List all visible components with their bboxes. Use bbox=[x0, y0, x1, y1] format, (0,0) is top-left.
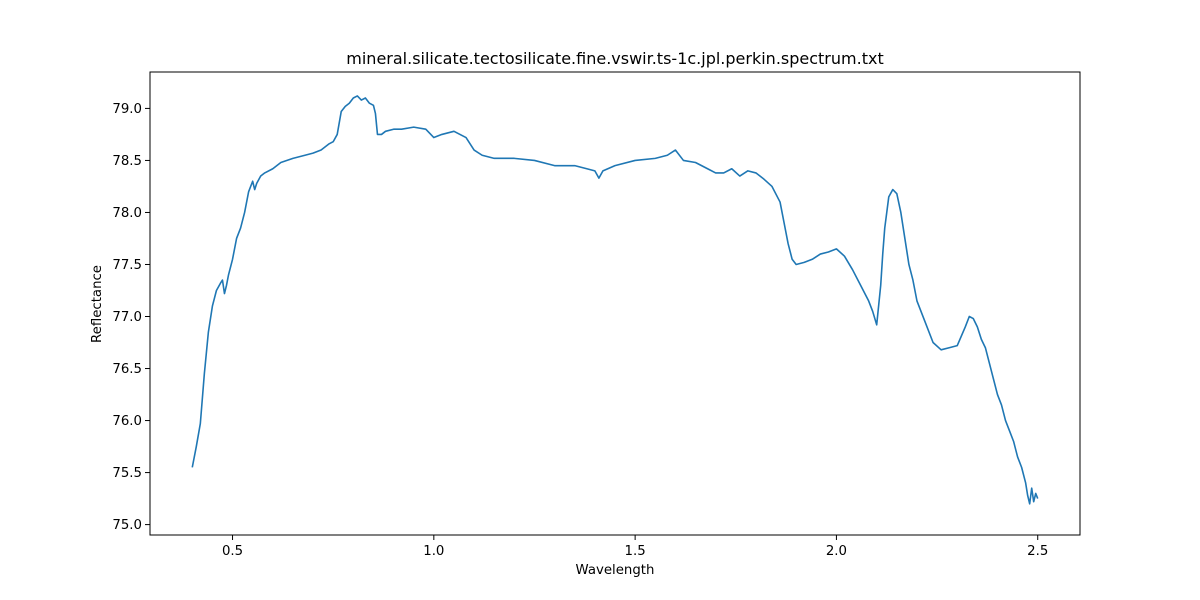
y-tick-label: 79.0 bbox=[112, 102, 142, 117]
y-tick-label: 78.0 bbox=[112, 206, 142, 221]
y-tick-label: 76.5 bbox=[112, 362, 142, 377]
x-tick-label: 1.5 bbox=[625, 544, 646, 559]
y-tick-label: 75.5 bbox=[112, 466, 142, 481]
series-line bbox=[191, 95, 1039, 505]
x-tick-label: 2.0 bbox=[826, 544, 847, 559]
x-tick-label: 1.0 bbox=[423, 544, 444, 559]
chart-title: mineral.silicate.tectosilicate.fine.vswi… bbox=[346, 49, 883, 68]
x-tick-label: 2.5 bbox=[1027, 544, 1048, 559]
y-tick-label: 76.0 bbox=[112, 414, 142, 429]
y-axis-label: Reflectance bbox=[90, 265, 105, 343]
y-tick-label: 77.0 bbox=[112, 310, 142, 325]
x-axis-ticks: 0.5 1.0 1.5 2.0 2.5 bbox=[222, 535, 1048, 559]
y-tick-label: 75.0 bbox=[112, 518, 142, 533]
y-tick-label: 78.5 bbox=[112, 154, 142, 169]
x-tick-label: 0.5 bbox=[222, 544, 243, 559]
y-tick-label: 77.5 bbox=[112, 258, 142, 273]
plot-frame bbox=[149, 71, 1081, 536]
y-axis-ticks: 75.0 75.5 76.0 76.5 77.0 77.5 78.0 78.5 79.0 bbox=[112, 102, 150, 533]
x-axis-label: Wavelength bbox=[576, 563, 655, 578]
plot-lines bbox=[191, 95, 1039, 505]
